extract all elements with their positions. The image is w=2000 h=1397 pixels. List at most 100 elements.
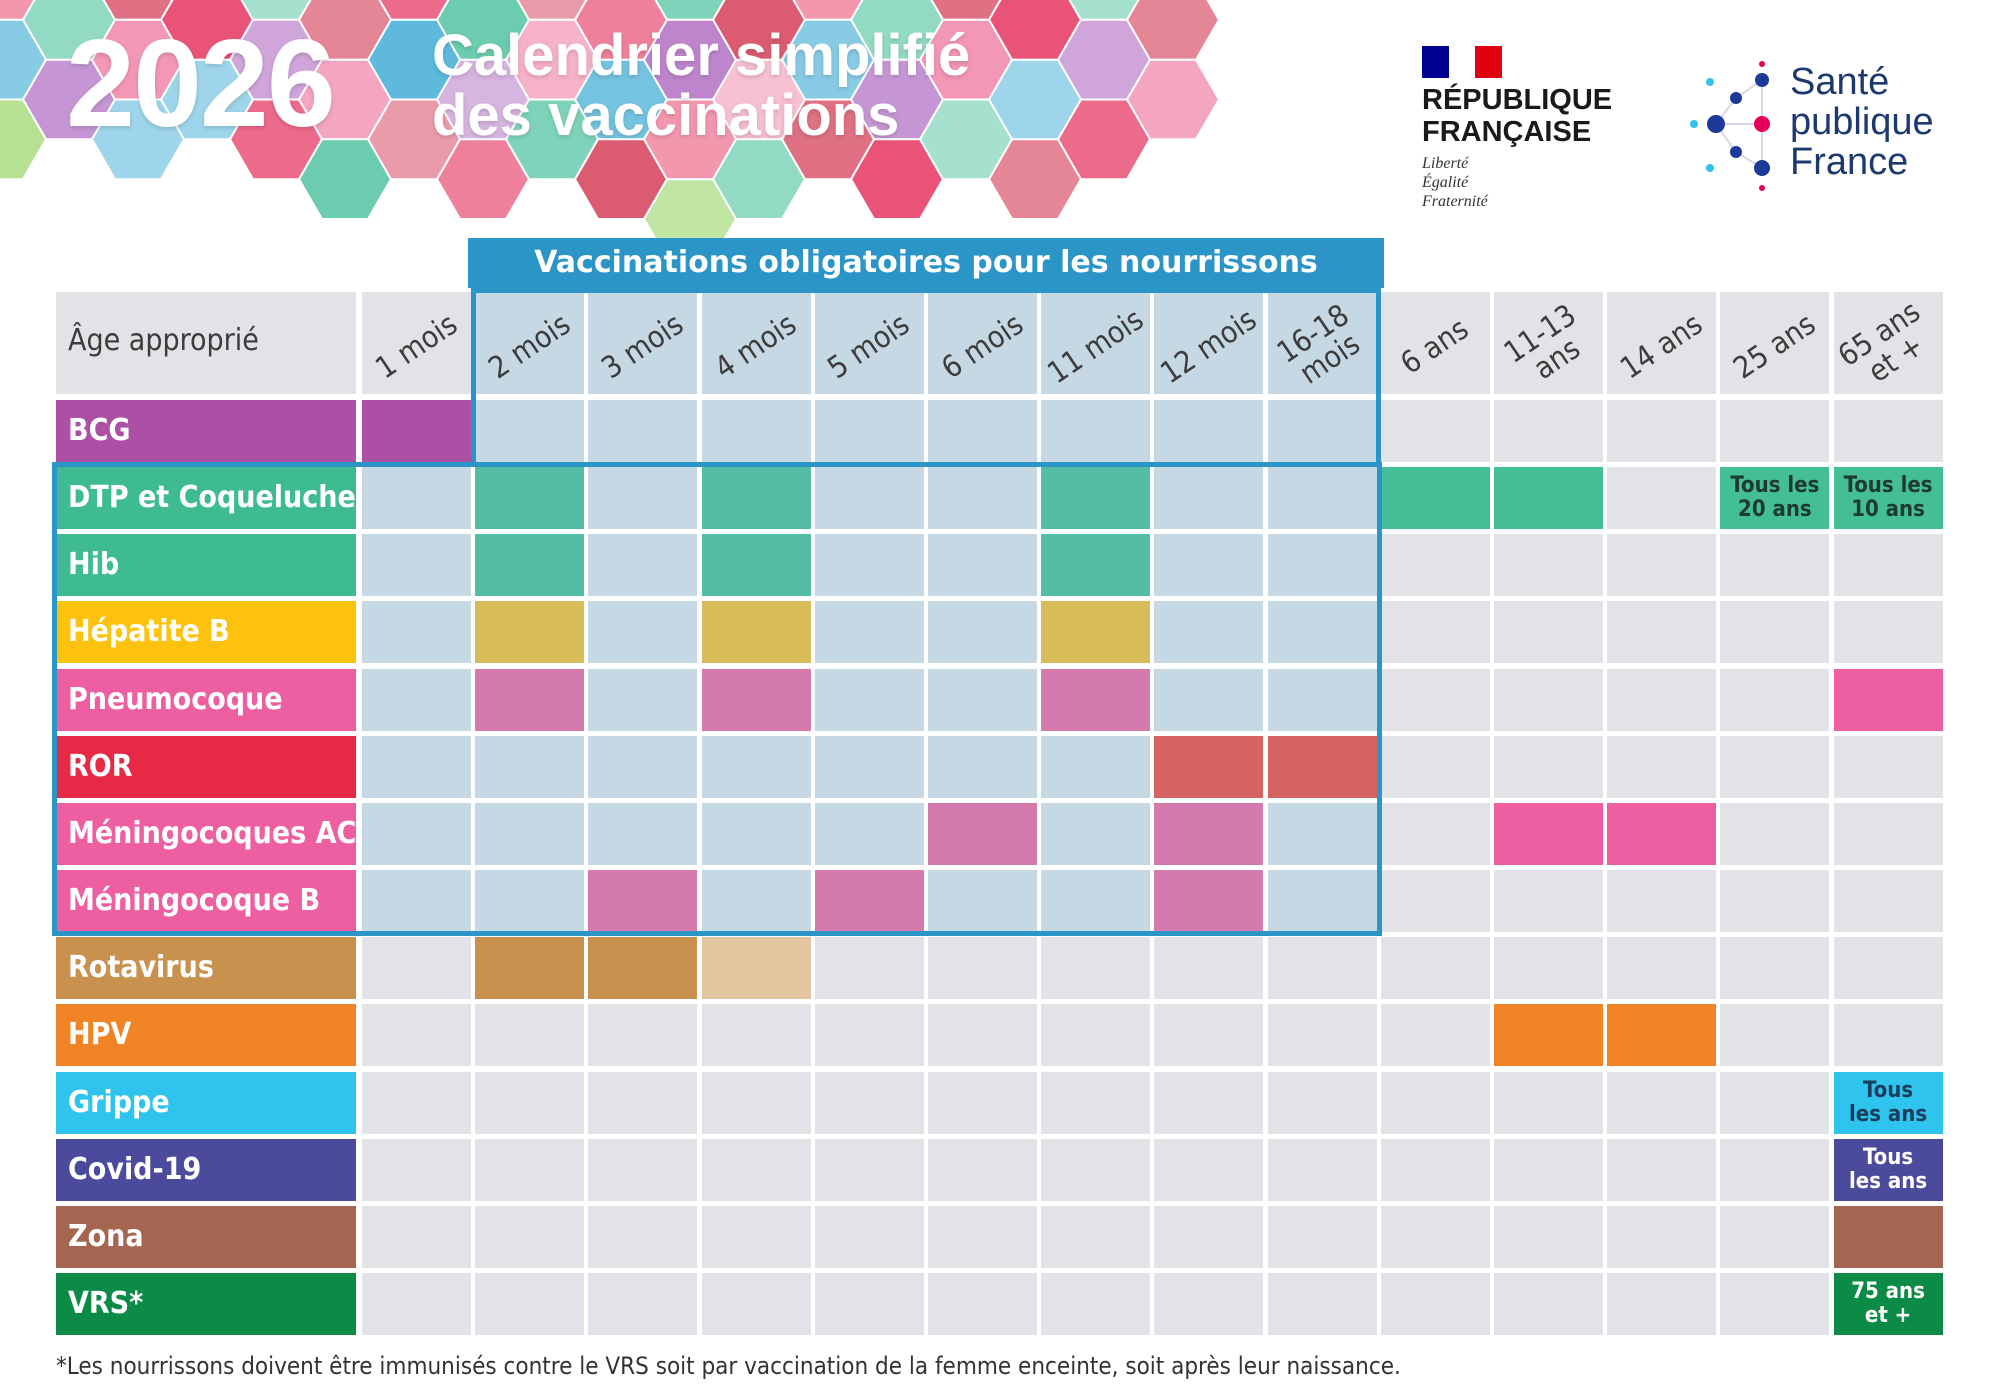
calendar-cell xyxy=(928,1138,1037,1201)
age-label: 65 ans et + xyxy=(1833,294,1931,390)
calendar-cell xyxy=(1154,1205,1264,1268)
calendar-cell xyxy=(1380,870,1490,933)
calendar-cell xyxy=(1720,1004,1830,1067)
spf-network-icon xyxy=(1690,61,1770,191)
calendar-cell xyxy=(1720,937,1830,1000)
calendar-cell xyxy=(1267,467,1377,530)
vaccine-dose-cell xyxy=(1041,467,1151,530)
hexagon-banner xyxy=(0,0,1221,260)
calendar-cell xyxy=(1607,668,1717,731)
vaccine-dose-cell xyxy=(588,937,698,1000)
calendar-cell xyxy=(1494,601,1603,664)
vaccine-dose-cell xyxy=(588,870,698,933)
calendar-cell xyxy=(1267,1071,1377,1134)
calendar-cell xyxy=(1154,1138,1264,1201)
calendar-cell xyxy=(701,400,811,462)
footnote: *Les nourrissons doivent être immunisés … xyxy=(56,1352,1401,1380)
age-header-7: 12 mois xyxy=(1154,292,1264,394)
calendar-cell xyxy=(1154,1272,1264,1335)
age-column-header: Âge approprié xyxy=(56,292,356,394)
calendar-cell xyxy=(1720,400,1830,462)
vaccine-label-4: Pneumocoque xyxy=(56,668,356,731)
vaccine-dose-cell xyxy=(701,601,811,664)
calendar-cell xyxy=(928,400,1037,462)
calendar-cell xyxy=(1267,1138,1377,1201)
calendar-cell xyxy=(1267,937,1377,1000)
age-label: 14 ans xyxy=(1614,306,1709,387)
vaccine-label-8: Rotavirus xyxy=(56,937,356,1000)
calendar-cell xyxy=(1154,1071,1264,1134)
vaccine-dose-cell xyxy=(1041,601,1151,664)
calendar-cell xyxy=(1720,1205,1830,1268)
calendar-cell xyxy=(1380,802,1490,865)
calendar-cell xyxy=(1154,937,1264,1000)
calendar-cell xyxy=(701,870,811,933)
rf-motto-1: Liberté xyxy=(1422,155,1469,172)
calendar-cell xyxy=(1607,1272,1717,1335)
calendar-cell xyxy=(475,1205,585,1268)
calendar-cell xyxy=(1380,534,1490,597)
vaccine-dose-cell xyxy=(1833,1205,1943,1268)
calendar-cell xyxy=(362,1071,471,1134)
age-label: 6 ans xyxy=(1394,311,1476,382)
age-header-6: 11 mois xyxy=(1041,292,1151,394)
vaccine-dose-cell xyxy=(1494,467,1603,530)
hexagon-tile xyxy=(90,98,186,181)
calendar-cell xyxy=(475,1071,585,1134)
vaccine-label-0: BCG xyxy=(56,400,356,462)
calendar-cell xyxy=(1607,534,1717,597)
calendar-cell xyxy=(1833,601,1943,664)
calendar-cell xyxy=(1380,1205,1490,1268)
vaccine-label-10: Grippe xyxy=(56,1071,356,1134)
vaccine-dose-cell xyxy=(1041,668,1151,731)
vaccine-label-9: HPV xyxy=(56,1004,356,1067)
calendar-cell xyxy=(1720,870,1830,933)
age-header-1: 2 mois xyxy=(475,292,585,394)
calendar-cell xyxy=(588,1138,698,1201)
calendar-cell xyxy=(814,802,924,865)
age-label: 11 mois xyxy=(1041,302,1150,392)
calendar-cell xyxy=(1607,870,1717,933)
calendar-cell xyxy=(588,534,698,597)
calendar-cell xyxy=(1833,735,1943,798)
age-header-3: 4 mois xyxy=(701,292,811,394)
calendar-cell xyxy=(1154,1004,1264,1067)
calendar-cell xyxy=(1720,1071,1830,1134)
calendar-cell xyxy=(928,1272,1037,1335)
calendar-cell xyxy=(475,802,585,865)
vaccine-dose-cell: 75 ans et + xyxy=(1833,1272,1943,1335)
age-header-11: 14 ans xyxy=(1607,292,1717,394)
vaccine-dose-cell xyxy=(1607,1004,1717,1067)
calendar-cell xyxy=(814,937,924,1000)
marianne-flag-icon xyxy=(1422,46,1503,78)
vaccine-dose-cell xyxy=(1041,534,1151,597)
age-label: 3 mois xyxy=(595,306,690,387)
vaccine-dose-cell xyxy=(1154,735,1264,798)
age-label: 11-13 ans xyxy=(1497,297,1587,387)
calendar-cell xyxy=(1607,467,1717,530)
calendar-cell xyxy=(1380,735,1490,798)
calendar-cell xyxy=(814,1205,924,1268)
calendar-cell xyxy=(1267,668,1377,731)
age-label: 12 mois xyxy=(1154,302,1263,392)
age-label: 16-18 mois xyxy=(1271,297,1367,392)
calendar-cell xyxy=(814,534,924,597)
vaccine-dose-cell xyxy=(362,400,471,462)
calendar-cell xyxy=(1380,1272,1490,1335)
calendar-cell xyxy=(1380,937,1490,1000)
calendar-cell xyxy=(814,467,924,530)
republique-francaise-logo: RÉPUBLIQUE FRANÇAISE Liberté Égalité Fra… xyxy=(1422,46,1612,211)
calendar-cell xyxy=(1267,601,1377,664)
calendar-cell xyxy=(1267,870,1377,933)
calendar-cell xyxy=(701,1205,811,1268)
calendar-cell xyxy=(362,1272,471,1335)
calendar-cell xyxy=(362,1205,471,1268)
calendar-cell xyxy=(701,1004,811,1067)
calendar-cell xyxy=(362,1004,471,1067)
calendar-cell xyxy=(814,601,924,664)
vaccine-label-2: Hib xyxy=(56,534,356,597)
calendar-cell xyxy=(362,1138,471,1201)
calendar-cell xyxy=(1267,400,1377,462)
calendar-cell xyxy=(1720,735,1830,798)
age-header-12: 25 ans xyxy=(1720,292,1830,394)
